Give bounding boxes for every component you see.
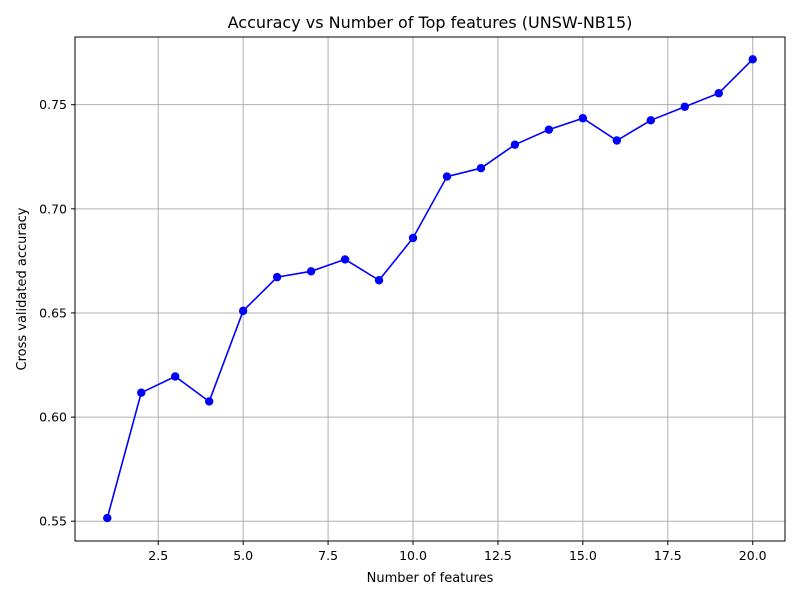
x-tick-label: 10.0 [399, 548, 427, 563]
data-point [171, 372, 180, 381]
data-point [442, 172, 452, 181]
data-point [204, 397, 214, 406]
data-point [272, 272, 282, 282]
x-tick-label: 2.5 [148, 548, 168, 563]
data-point [306, 267, 316, 276]
data-point [238, 306, 248, 316]
series-line [106, 58, 754, 519]
data-point [714, 89, 723, 98]
data-point [340, 255, 350, 264]
y-tick-label: 0.55 [39, 514, 67, 529]
data-point [408, 233, 418, 243]
data-point [544, 125, 554, 134]
y-tick-label: 0.75 [39, 97, 67, 112]
x-tick-label: 20.0 [739, 548, 767, 563]
series-layer [103, 55, 757, 523]
data-point [578, 114, 588, 123]
y-axis: 0.55 0.60 0.65 0.70 0.75 [39, 97, 75, 529]
x-tick-label: 5.0 [233, 548, 253, 563]
y-tick-label: 0.60 [39, 410, 67, 425]
data-point [137, 388, 146, 397]
x-tick-label: 12.5 [484, 548, 512, 563]
data-point [680, 102, 689, 111]
y-tick-label: 0.65 [39, 305, 67, 320]
plot-frame [74, 36, 786, 542]
y-axis-label: Cross validated accuracy [15, 207, 30, 370]
x-tick-label: 15.0 [569, 548, 597, 563]
x-axis-label: Number of features [367, 571, 494, 586]
x-axis: 2.5 5.0 7.5 10.0 12.5 15.0 17.5 20.0 [148, 541, 767, 563]
data-point [510, 140, 520, 149]
x-tick-label: 7.5 [318, 548, 338, 563]
data-point [646, 116, 656, 125]
data-point [374, 276, 384, 285]
y-tick-label: 0.70 [39, 201, 67, 216]
grid-lines [75, 37, 785, 541]
data-point [612, 136, 622, 145]
data-point [476, 164, 486, 173]
data-point [748, 55, 757, 64]
chart-title: Accuracy vs Number of Top features (UNSW… [228, 13, 633, 32]
data-point [103, 513, 112, 523]
x-tick-label: 17.5 [654, 548, 682, 563]
